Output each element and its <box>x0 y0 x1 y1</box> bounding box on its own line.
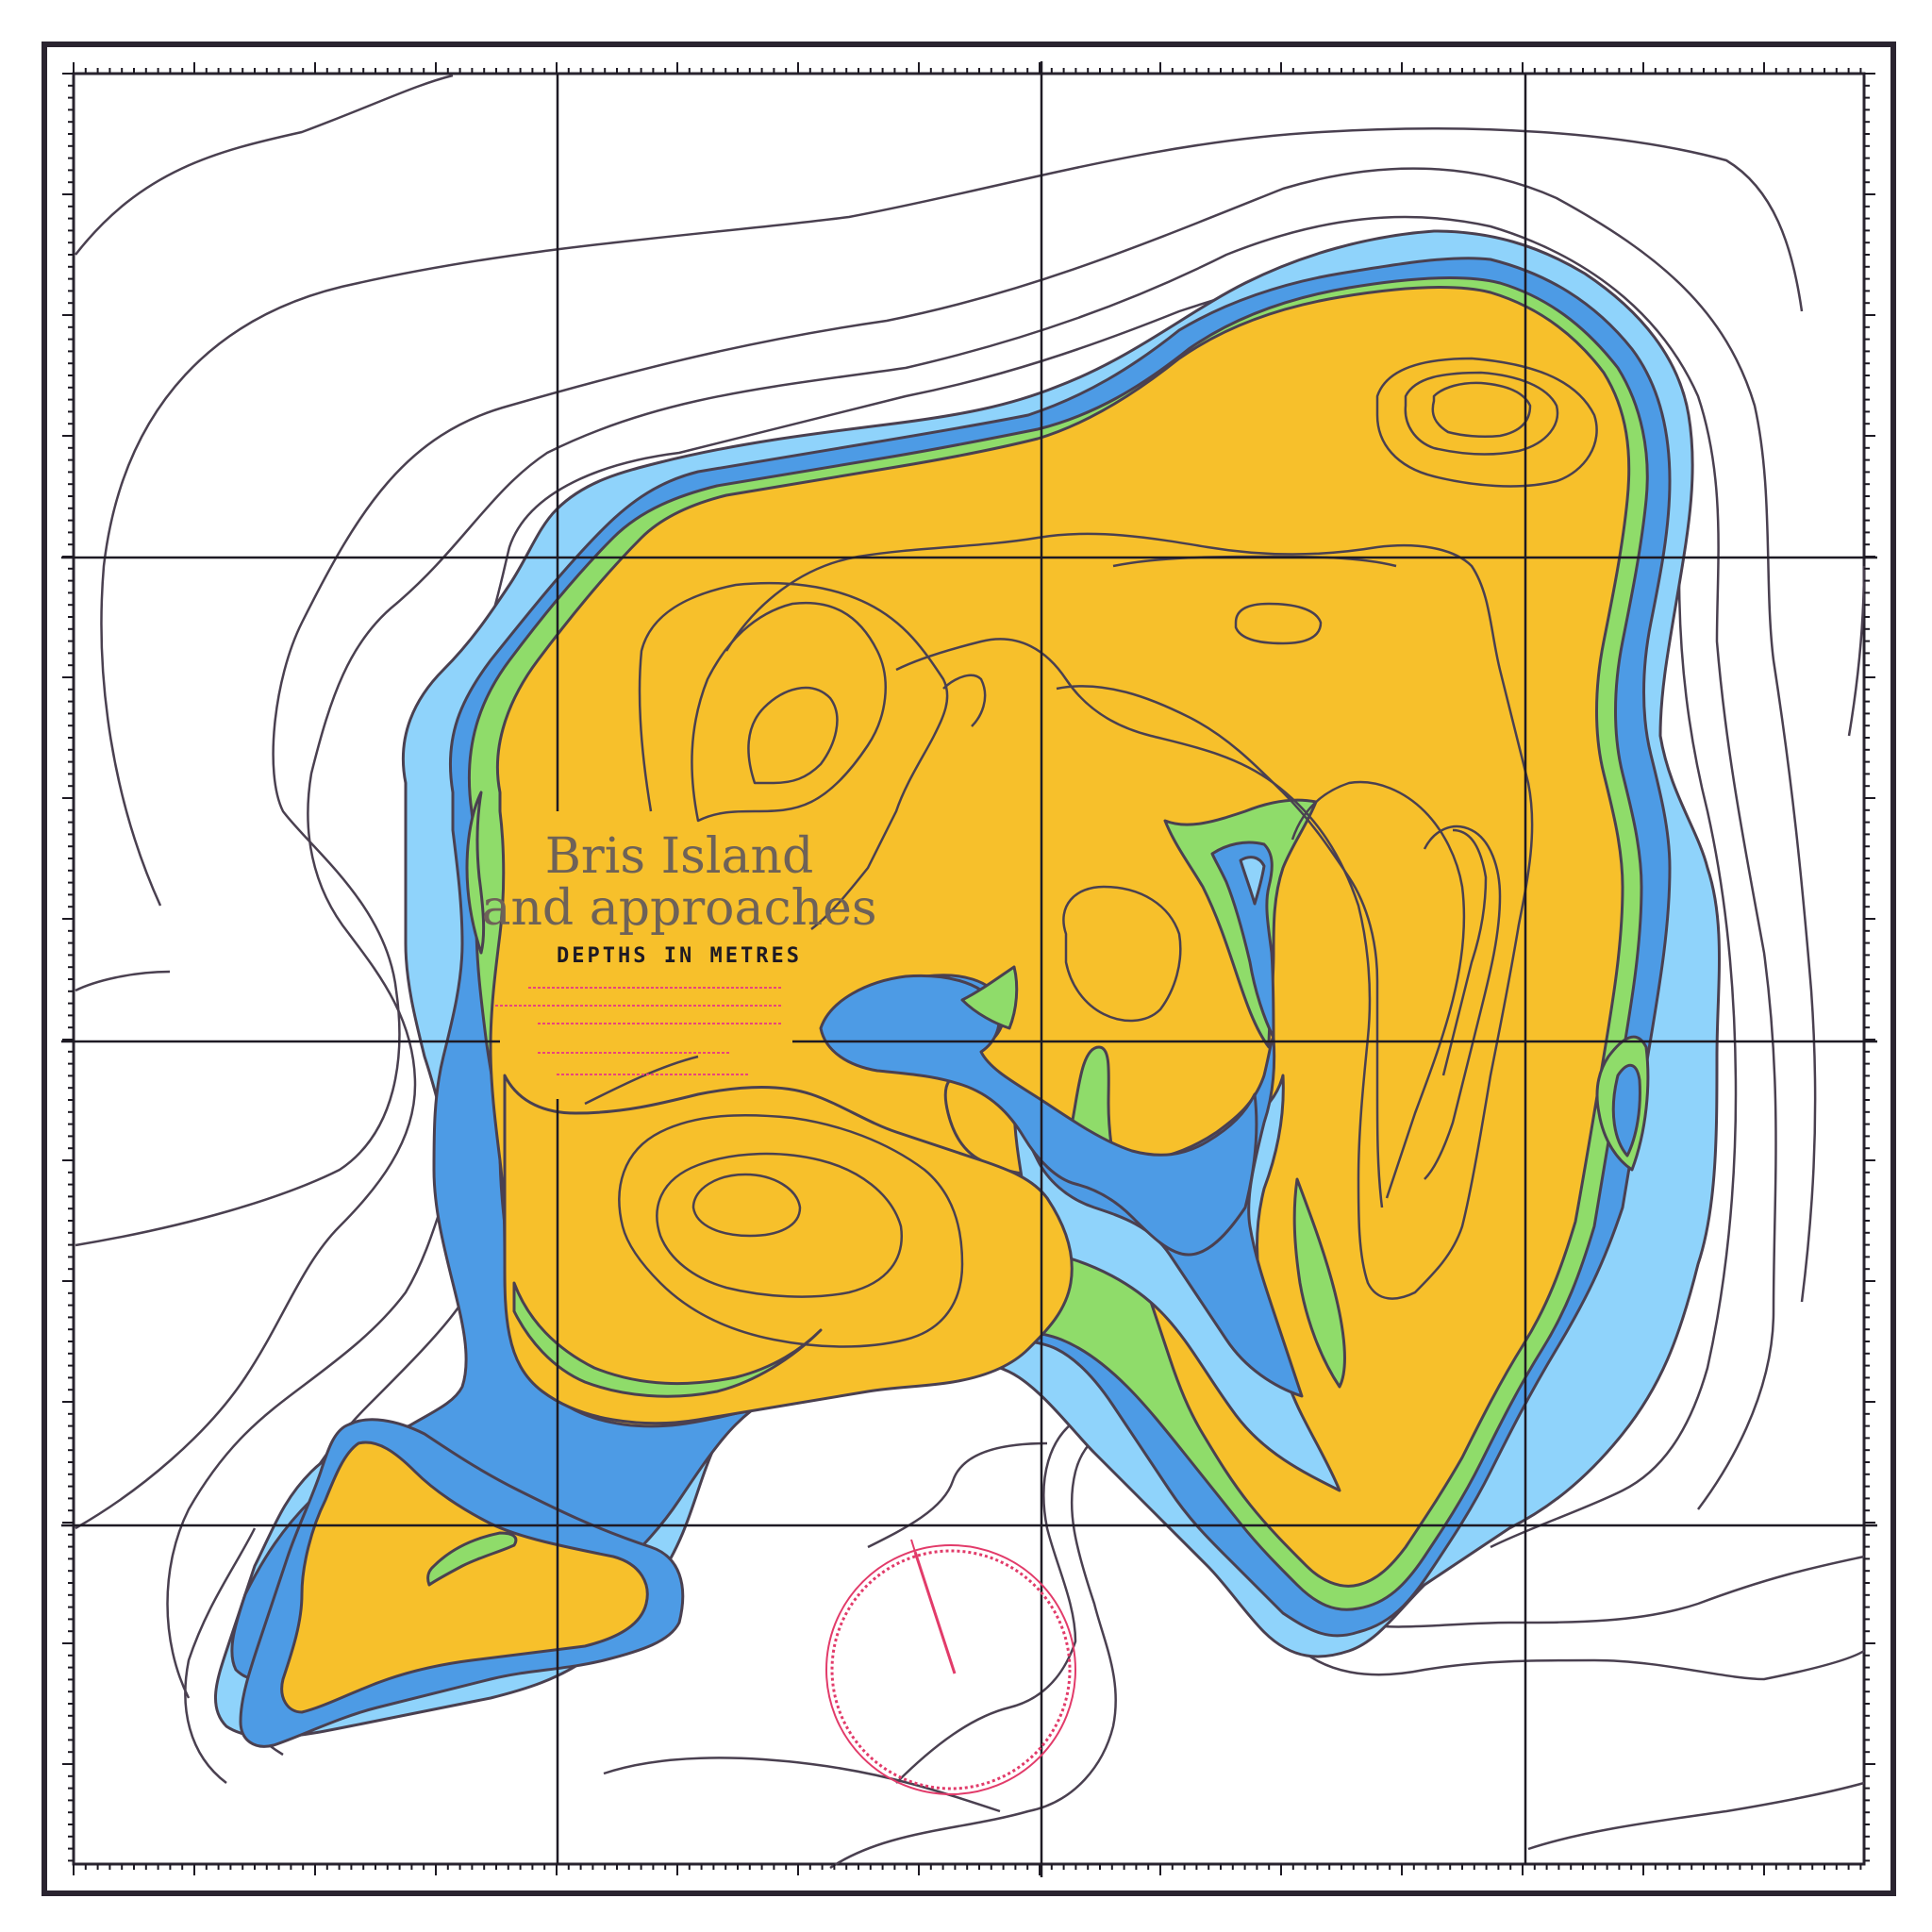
compass-rose <box>825 1539 1076 1795</box>
border-tick-scale <box>62 62 1875 1875</box>
note-dots <box>495 987 783 1075</box>
east-channel <box>1163 798 1318 1049</box>
title-block: Bris Island and approaches DEPTHS IN MET… <box>481 828 877 1075</box>
chart-title-line2: and approaches <box>481 880 876 937</box>
graticule <box>61 61 1877 1877</box>
southwest-islet <box>239 1418 685 1748</box>
chart-title-line1: Bris Island <box>545 828 814 885</box>
chart-subtitle: DEPTHS IN METRES <box>557 944 802 968</box>
south-west-lobe <box>503 1074 1074 1425</box>
drying-patches <box>465 791 1650 1398</box>
